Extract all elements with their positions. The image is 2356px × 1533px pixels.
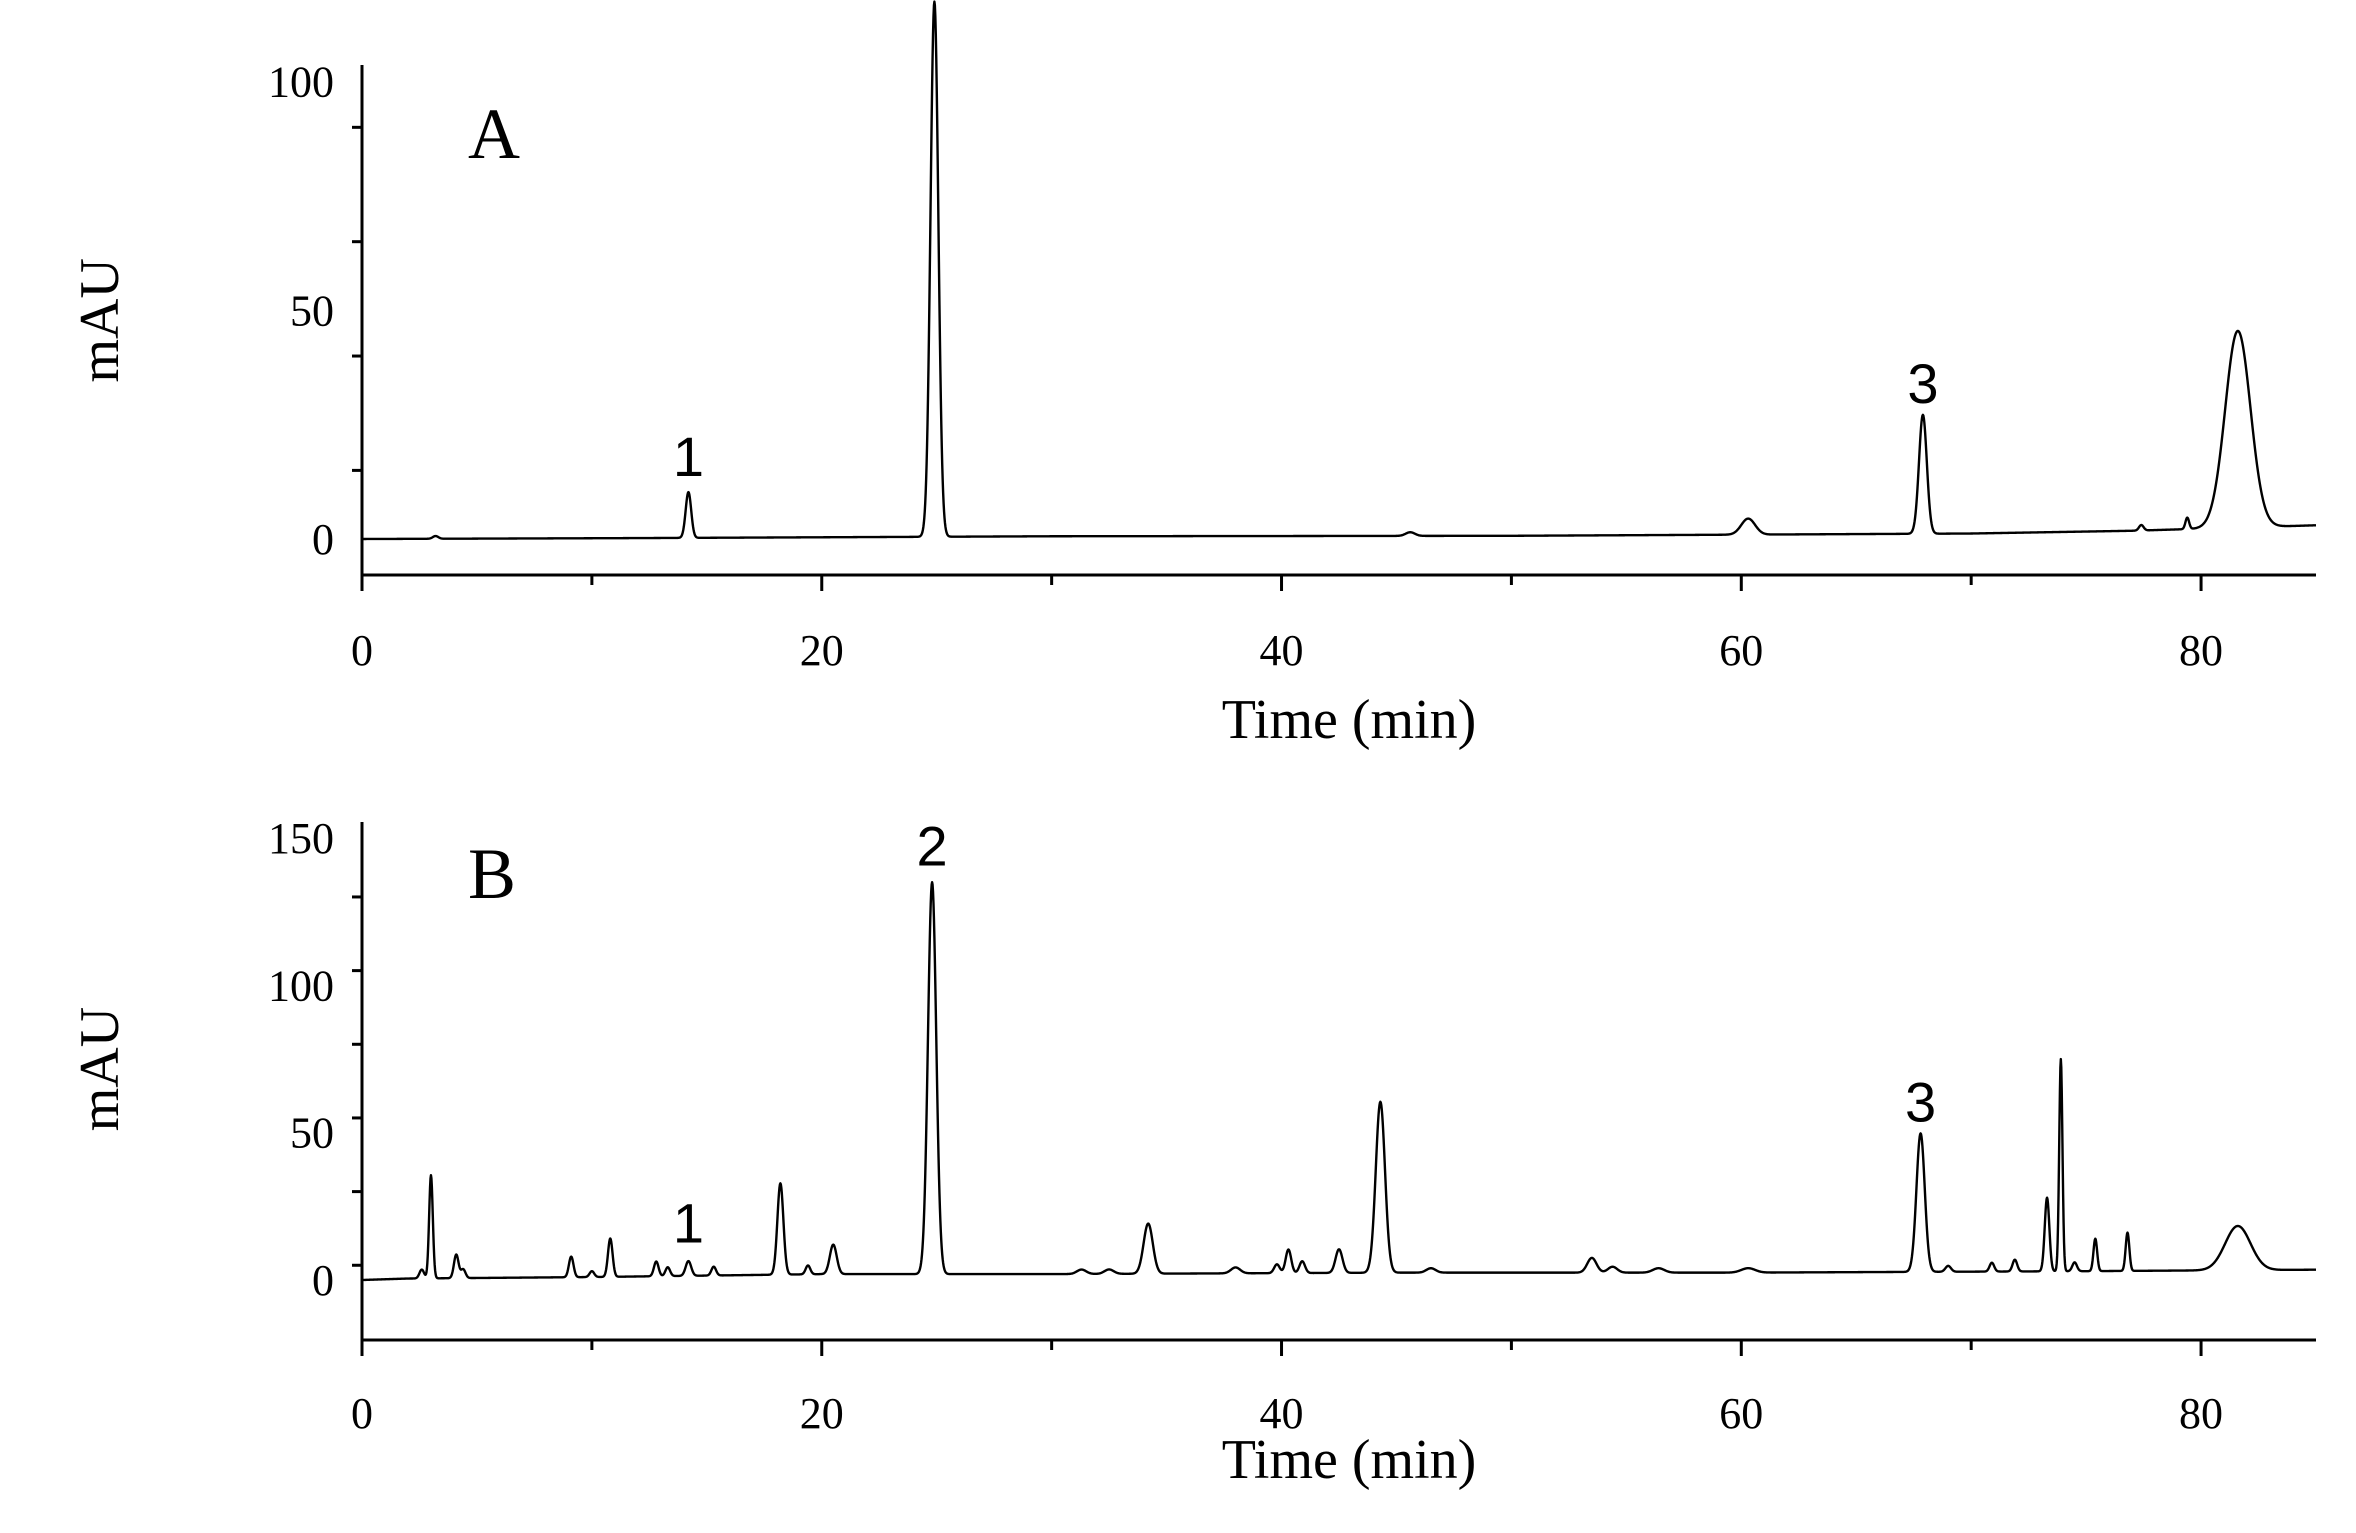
chromatogram-trace — [361, 0, 2317, 541]
x-tick-label: 20 — [800, 626, 844, 675]
x-tick-label: 80 — [2179, 626, 2223, 675]
y-tick-label: 100 — [268, 961, 334, 1010]
x-tick-label: 60 — [1719, 626, 1763, 675]
peak-label-1: 1 — [673, 425, 704, 488]
x-axis-title: Time (min) — [1222, 1429, 1477, 1491]
x-tick-label: 0 — [351, 626, 373, 675]
y-tick-label: 100 — [268, 58, 334, 107]
panel-b: 0 20 40 60 80 0 50 100 150 Time (min) mAU B 1 2 3 — [69, 814, 2317, 1491]
y-tick-label: 150 — [268, 814, 334, 863]
chromatogram-trace — [361, 881, 2317, 1282]
panel-letter: B — [468, 834, 516, 914]
x-tick-label: 40 — [1260, 626, 1304, 675]
y-axis-title: mAU — [69, 1007, 131, 1131]
y-tick-label: 50 — [290, 286, 334, 335]
x-tick-label: 80 — [2179, 1389, 2223, 1438]
x-tick-label: 0 — [351, 1389, 373, 1438]
x-tick-label: 60 — [1719, 1389, 1763, 1438]
x-tick-label: 40 — [1260, 1389, 1304, 1438]
peak-label-3: 3 — [1905, 1071, 1936, 1134]
x-axis-title: Time (min) — [1222, 689, 1477, 751]
x-tick-label: 20 — [800, 1389, 844, 1438]
peak-label-3: 3 — [1907, 352, 1938, 415]
y-axis-title: mAU — [69, 258, 131, 382]
y-tick-label: 0 — [312, 515, 334, 564]
panel-letter: A — [468, 94, 520, 174]
y-tick-label: 0 — [312, 1256, 334, 1305]
peak-label-1: 1 — [673, 1192, 704, 1255]
y-tick-label: 50 — [290, 1109, 334, 1158]
peak-label-2: 2 — [917, 814, 948, 877]
